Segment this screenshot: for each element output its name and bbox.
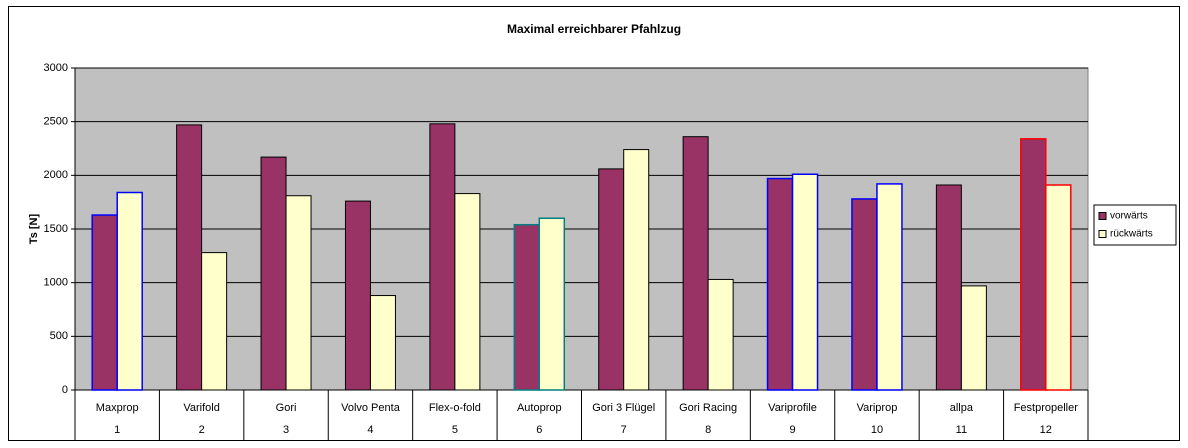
bar [682, 136, 709, 391]
bar [935, 184, 962, 391]
x-tick-label: Gori [276, 402, 297, 414]
x-tick-label: Flex-o-fold [429, 402, 481, 414]
y-tick-label: 1000 [44, 277, 68, 289]
bar [260, 156, 287, 391]
x-tick-number: 6 [536, 424, 542, 436]
x-tick-number: 7 [621, 424, 627, 436]
bar [201, 252, 228, 391]
y-tick-label: 1500 [44, 223, 68, 235]
legend-swatch [1098, 230, 1107, 238]
y-tick-label: 2000 [44, 169, 68, 181]
legend-label: rückwärts [1110, 229, 1153, 240]
bar [116, 191, 143, 391]
bar [623, 149, 650, 391]
bar [851, 198, 878, 391]
x-tick-label: Gori 3 Flügel [592, 402, 655, 414]
bar [1045, 184, 1072, 391]
x-tick-number: 8 [705, 424, 711, 436]
bar [766, 177, 794, 391]
bar [369, 295, 396, 391]
x-tick-number: 12 [1040, 424, 1052, 436]
x-tick-number: 2 [199, 424, 205, 436]
x-tick-number: 4 [367, 424, 373, 436]
x-tick-number: 10 [871, 424, 883, 436]
x-tick-label: Volvo Penta [341, 402, 401, 414]
x-tick-label: Variprofile [768, 402, 817, 414]
bar [91, 214, 118, 391]
y-axis-label: Ts [N] [28, 213, 40, 244]
chart-title: Maximal erreichbarer Pfahlzug [507, 22, 681, 36]
bar [429, 123, 456, 391]
legend-frame [1093, 204, 1177, 246]
x-tick-number: 1 [114, 424, 120, 436]
bar [454, 193, 481, 391]
y-tick-label: 2500 [44, 116, 68, 128]
bar [1020, 138, 1047, 391]
x-tick-number: 5 [452, 424, 458, 436]
x-tick-label: Gori Racing [679, 402, 737, 414]
x-tick-label: allpa [950, 402, 974, 414]
x-tick-label: Maxprop [96, 402, 139, 414]
legend-swatch [1098, 212, 1107, 220]
bar [960, 285, 987, 391]
x-tick-number: 11 [956, 424, 967, 436]
bar [513, 223, 541, 391]
y-tick-label: 0 [62, 384, 68, 396]
bar [344, 200, 371, 391]
bar [791, 173, 819, 391]
x-tick-label: Festpropeller [1014, 402, 1079, 414]
legend-label: vorwärts [1110, 211, 1148, 222]
bar [598, 168, 625, 391]
x-tick-label: Varifold [183, 402, 219, 414]
bar [176, 124, 203, 391]
y-tick-label: 3000 [44, 62, 68, 74]
x-tick-number: 9 [789, 424, 795, 436]
x-tick-label: Autoprop [517, 402, 562, 414]
x-tick-number: 3 [283, 424, 289, 436]
x-tick-label: Variprop [857, 402, 898, 414]
bar [876, 183, 903, 391]
bar [538, 217, 566, 391]
y-tick-label: 500 [50, 330, 68, 342]
bar [285, 195, 312, 391]
bar [707, 278, 734, 391]
